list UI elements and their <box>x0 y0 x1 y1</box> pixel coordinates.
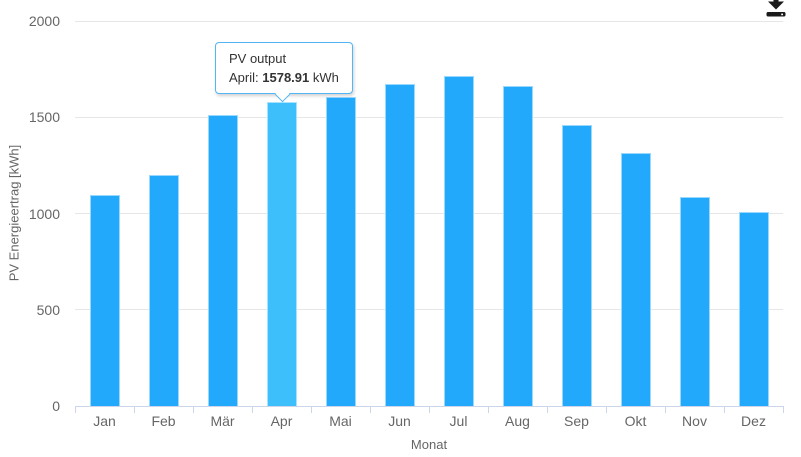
x-axis-tick <box>724 407 725 413</box>
download-icon <box>766 0 786 17</box>
y-tick-label-1000: 1000 <box>28 205 60 222</box>
x-axis-tick <box>488 407 489 413</box>
x-tick-label-nov: Nov <box>682 413 707 429</box>
bar-jan[interactable] <box>89 195 120 406</box>
y-tick-label-2000: 2000 <box>28 13 60 29</box>
gridline-1000 <box>75 213 783 214</box>
x-axis-tick <box>783 407 784 413</box>
x-tick-label-dez: Dez <box>741 413 766 429</box>
x-tick-label-okt: Okt <box>624 413 647 429</box>
tooltip-value: 1578.91 <box>262 70 310 85</box>
y-tick-label-1500: 1500 <box>28 109 60 126</box>
chart-export-button[interactable] <box>763 0 789 18</box>
tooltip: PV output April: 1578.91 kWh <box>215 42 353 103</box>
x-axis-tick <box>252 407 253 413</box>
bar-aug[interactable] <box>502 86 533 406</box>
plot-area <box>75 20 783 406</box>
y-tick-label-0: 0 <box>52 398 60 414</box>
x-tick-label-mär: Mär <box>210 413 235 429</box>
x-axis-line <box>75 406 784 407</box>
bar-feb[interactable] <box>148 175 179 406</box>
x-axis-tick <box>429 407 430 413</box>
x-axis-tick <box>606 407 607 413</box>
x-axis-tick <box>75 407 76 413</box>
bar-mai[interactable] <box>325 97 356 406</box>
x-tick-label-jul: Jul <box>449 413 468 429</box>
gridline-500 <box>75 309 783 311</box>
x-tick-label-sep: Sep <box>564 413 589 429</box>
bar-nov[interactable] <box>679 196 710 406</box>
tooltip-header: PV output <box>229 51 287 66</box>
x-tick-label-apr: Apr <box>270 413 293 429</box>
x-tick-label-feb: Feb <box>151 413 176 429</box>
bar-apr[interactable] <box>266 102 297 406</box>
bar-dez[interactable] <box>738 212 769 406</box>
x-axis-tick <box>547 407 548 413</box>
x-axis-title: Monat <box>410 437 448 452</box>
gridline-2000 <box>75 20 783 22</box>
tooltip-point-label: April: <box>229 70 259 85</box>
gridline-1500 <box>75 116 783 118</box>
x-axis-tick <box>370 407 371 413</box>
bar-jul[interactable] <box>443 75 474 406</box>
bar-okt[interactable] <box>620 153 651 406</box>
y-tick-label-500: 500 <box>36 301 60 318</box>
x-axis-tick <box>134 407 135 413</box>
tooltip-unit: kWh <box>312 70 339 85</box>
x-axis-tick <box>193 407 194 413</box>
x-axis-tick <box>311 407 312 413</box>
x-tick-label-mai: Mai <box>329 413 352 429</box>
x-tick-label-aug: Aug <box>505 413 530 429</box>
tooltip-body: April: 1578.91 kWh <box>229 68 339 87</box>
x-tick-label-jun: Jun <box>388 413 411 429</box>
bar-jun[interactable] <box>384 83 415 406</box>
x-tick-label-jan: Jan <box>93 413 116 429</box>
x-axis-tick <box>665 407 666 413</box>
bar-mär[interactable] <box>207 114 238 406</box>
bar-sep[interactable] <box>561 124 592 406</box>
